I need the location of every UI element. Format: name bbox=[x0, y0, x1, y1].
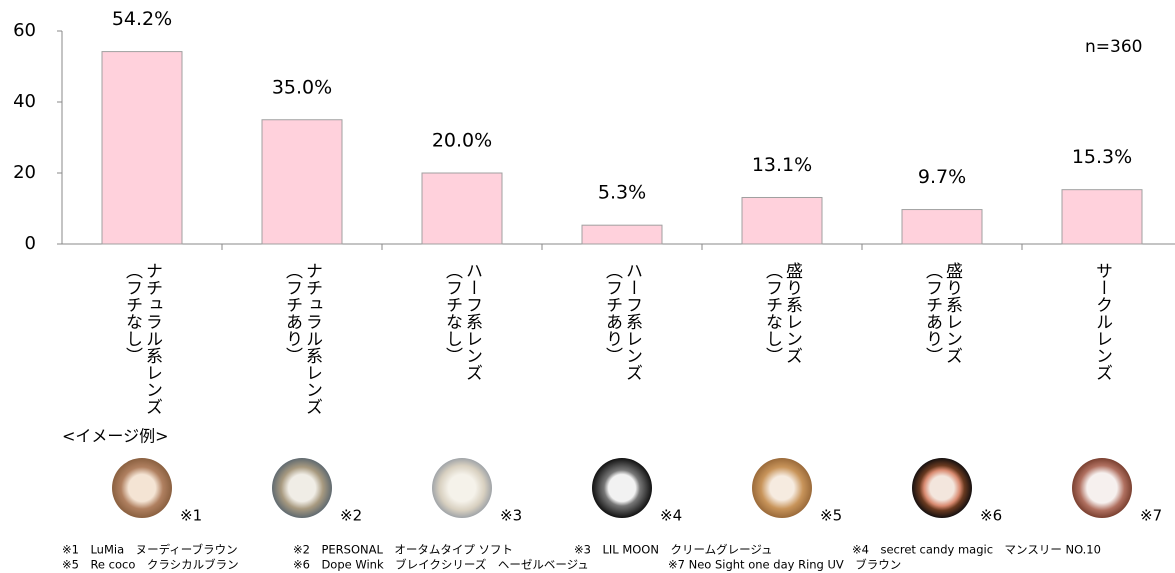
value-label: 13.1% bbox=[752, 154, 812, 176]
image-note: ※4 secret candy magic マンスリー NO.10 bbox=[852, 543, 1101, 557]
x-tick-label: ナチュラル系レンズ （フチなし） bbox=[122, 262, 162, 415]
image-marker: ※2 bbox=[340, 507, 362, 525]
x-tick-label: サークルレンズ bbox=[1092, 262, 1112, 381]
image-marker: ※3 bbox=[500, 507, 522, 525]
image-note: ※1 LuMia ヌーディーブラウン bbox=[62, 543, 238, 557]
image-marker: ※7 bbox=[1140, 507, 1162, 525]
image-marker: ※5 bbox=[820, 507, 842, 525]
bar bbox=[421, 172, 503, 245]
lens-image bbox=[1072, 458, 1132, 518]
image-marker: ※4 bbox=[660, 507, 682, 525]
lens-image bbox=[912, 458, 972, 518]
image-note: ※3 LIL MOON クリームグレージュ bbox=[574, 543, 773, 557]
lens-image bbox=[752, 458, 812, 518]
lens-image bbox=[112, 458, 172, 518]
y-tick-label: 60 bbox=[13, 20, 36, 41]
y-tick-label: 0 bbox=[25, 233, 36, 254]
image-note: ※7 Neo Sight one day Ring UV ブラウン bbox=[668, 558, 901, 572]
x-tick-label: 盛り系レンズ （フチなし） bbox=[762, 262, 802, 364]
bar bbox=[581, 224, 663, 245]
sample-size: n=360 bbox=[1085, 37, 1142, 57]
value-label: 20.0% bbox=[432, 130, 492, 152]
bar bbox=[1061, 189, 1143, 245]
y-tick-label: 20 bbox=[13, 162, 36, 183]
bar bbox=[741, 196, 823, 245]
image-marker: ※1 bbox=[180, 507, 202, 525]
y-tick-label: 40 bbox=[13, 91, 36, 112]
x-tick-label: 盛り系レンズ （フチあり） bbox=[922, 262, 962, 364]
bar bbox=[261, 119, 343, 245]
x-tick-label: ハーフ系レンズ （フチあり） bbox=[602, 262, 642, 381]
lens-image bbox=[432, 458, 492, 518]
lens-images bbox=[112, 458, 1132, 518]
lens-image bbox=[592, 458, 652, 518]
value-label: 15.3% bbox=[1072, 146, 1132, 168]
image-note: ※6 Dope Wink ブレイクシリーズ ヘーゼルベージュ bbox=[293, 558, 589, 572]
value-label: 54.2% bbox=[112, 8, 172, 30]
image-examples-title: <イメージ例> bbox=[62, 427, 169, 446]
value-label: 9.7% bbox=[918, 166, 966, 188]
image-marker: ※6 bbox=[980, 507, 1002, 525]
x-tick-label: ハーフ系レンズ （フチなし） bbox=[442, 262, 482, 381]
image-note: ※2 PERSONAL オータムタイプ ソフト bbox=[293, 543, 513, 557]
bar bbox=[901, 209, 983, 245]
image-note: ※5 Re coco クラシカルブラン bbox=[62, 558, 239, 572]
value-label: 35.0% bbox=[272, 76, 332, 98]
value-label: 5.3% bbox=[598, 182, 646, 204]
bar bbox=[101, 51, 183, 245]
x-tick-label: ナチュラル系レンズ （フチあり） bbox=[282, 262, 322, 415]
lens-image bbox=[272, 458, 332, 518]
